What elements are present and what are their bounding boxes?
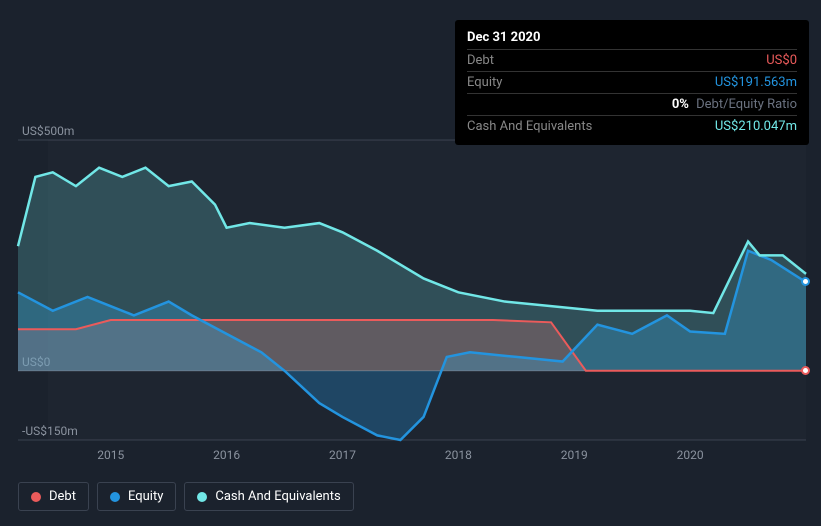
tooltip-label: Cash And Equivalents	[467, 119, 592, 134]
legend-dot-icon	[31, 492, 41, 502]
xtick-2017: 2017	[329, 448, 356, 462]
tooltip-title: Dec 31 2020	[467, 28, 797, 49]
xtick-2019: 2019	[561, 448, 588, 462]
tooltip-value-debt: US$0	[766, 53, 797, 68]
legend-item-equity[interactable]: Equity	[97, 482, 176, 511]
tooltip-value-ratio: 0% Debt/Equity Ratio	[672, 97, 797, 112]
tooltip-row-debt: Debt US$0	[467, 49, 797, 71]
legend-label: Debt	[49, 489, 76, 504]
tooltip-panel: Dec 31 2020 Debt US$0 Equity US$191.563m…	[455, 20, 809, 145]
legend-item-cash[interactable]: Cash And Equivalents	[184, 482, 353, 511]
tooltip-row-equity: Equity US$191.563m	[467, 71, 797, 93]
legend: Debt Equity Cash And Equivalents	[18, 482, 354, 511]
tooltip-ratio-label: Debt/Equity Ratio	[696, 97, 797, 112]
tooltip-row-ratio: 0% Debt/Equity Ratio	[467, 93, 797, 115]
legend-label: Cash And Equivalents	[215, 489, 340, 504]
tooltip-value-equity: US$191.563m	[715, 75, 797, 90]
tooltip-row-cash: Cash And Equivalents US$210.047m	[467, 115, 797, 137]
xtick-2020: 2020	[677, 448, 704, 462]
xtick-2018: 2018	[445, 448, 472, 462]
legend-dot-icon	[110, 492, 120, 502]
tooltip-label: Equity	[467, 75, 502, 90]
tooltip-label: Debt	[467, 53, 494, 68]
legend-label: Equity	[128, 489, 163, 504]
hover-marker-debt	[801, 366, 810, 375]
xtick-2015: 2015	[97, 448, 124, 462]
legend-item-debt[interactable]: Debt	[18, 482, 89, 511]
xtick-2016: 2016	[213, 448, 240, 462]
tooltip-ratio-value: 0%	[672, 97, 689, 112]
legend-dot-icon	[197, 492, 207, 502]
tooltip-value-cash: US$210.047m	[715, 119, 797, 134]
